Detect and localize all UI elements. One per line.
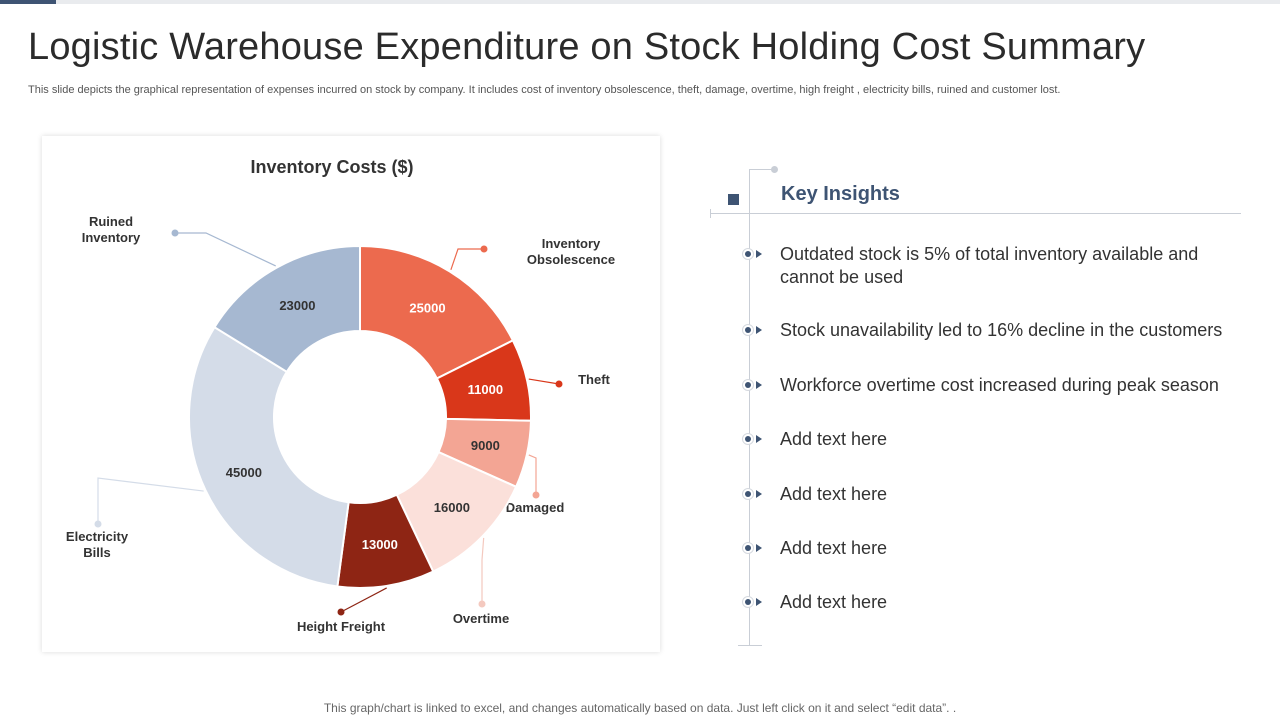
insight-text: Add text here — [780, 484, 888, 504]
donut-chart[interactable]: Inventory Costs ($)25000InventoryObsoles… — [42, 136, 660, 652]
category-label-height-freight: Height Freight — [297, 619, 386, 634]
leader-dot-damaged — [532, 491, 540, 499]
category-label-theft: Theft — [578, 372, 610, 387]
leader-dot-electricity-bills — [94, 520, 102, 528]
insights-title: Key Insights — [781, 183, 900, 205]
data-label-height-freight: 13000 — [362, 537, 398, 552]
bullet-arrow-icon — [740, 433, 762, 445]
leader-line-overtime — [481, 537, 485, 604]
insights-square-marker — [728, 194, 739, 205]
insight-text: Stock unavailability led to 16% decline … — [780, 320, 1223, 340]
category-label-electricity-bills: Bills — [83, 545, 110, 560]
leader-line-damaged — [528, 454, 537, 495]
timeline-top-dot — [771, 166, 778, 173]
category-label-ruined-inventory: Inventory — [82, 230, 141, 245]
leader-line-electricity-bills — [97, 477, 204, 524]
top-accent-bar — [0, 0, 56, 4]
bullet-arrow-icon — [740, 248, 762, 260]
data-label-ruined-inventory: 23000 — [279, 298, 315, 313]
data-label-inventory-obsolescence: 25000 — [409, 301, 445, 316]
chart-card[interactable]: Inventory Costs ($) 25000 Inventory Obsoles… — [42, 136, 660, 652]
leader-line-theft — [528, 378, 560, 385]
bullet-arrow-icon — [740, 379, 762, 391]
donut-slice-inventory-obsolescence[interactable] — [359, 244, 515, 380]
footer-note: This graph/chart is linked to excel, and… — [323, 701, 957, 715]
data-label-theft: 11000 — [468, 382, 503, 397]
timeline-foot — [738, 645, 762, 646]
bullet-arrow-icon — [740, 596, 762, 608]
leader-dot-ruined-inventory — [171, 229, 179, 237]
bullet-arrow-icon — [740, 488, 762, 500]
insight-text: Outdated stock is 5% of total inventory … — [780, 244, 1199, 287]
bullet-arrow-icon — [740, 324, 762, 336]
donut-slice-electricity-bills[interactable] — [188, 325, 350, 588]
category-label-electricity-bills: Electricity — [66, 529, 129, 544]
category-label-damaged: Damaged — [506, 500, 565, 515]
chart-title: Inventory Costs ($) — [250, 157, 413, 177]
timeline-top-connector — [749, 169, 775, 170]
page-title: Logistic Warehouse Expenditure on Stock … — [28, 26, 1146, 68]
insight-text: Add text here — [780, 592, 888, 612]
leader-dot-theft — [555, 380, 563, 388]
top-rule — [0, 0, 1280, 4]
leader-dot-inventory-obsolescence — [480, 245, 488, 253]
donut-slice-ruined-inventory[interactable] — [213, 244, 361, 374]
insight-text: Add text here — [780, 538, 888, 558]
leader-line-height-freight — [340, 587, 387, 613]
leader-dot-overtime — [478, 600, 486, 608]
bullet-arrow-icon — [740, 542, 762, 554]
leader-line-inventory-obsolescence — [450, 248, 484, 270]
leader-dot-height-freight — [337, 608, 345, 616]
leader-line-ruined-inventory — [175, 232, 276, 267]
category-label-overtime: Overtime — [453, 611, 509, 626]
page-subtitle: This slide depicts the graphical represe… — [28, 84, 1061, 96]
insight-text: Workforce overtime cost increased during… — [780, 375, 1219, 395]
category-label-inventory-obsolescence: Obsolescence — [527, 252, 615, 267]
data-label-damaged: 9000 — [471, 438, 500, 453]
category-label-ruined-inventory: Ruined — [89, 214, 133, 229]
data-label-electricity-bills: 45000 — [226, 465, 262, 480]
data-label-overtime: 16000 — [434, 500, 470, 515]
category-label-inventory-obsolescence: Inventory — [542, 236, 601, 251]
timeline-vertical-line — [749, 170, 750, 646]
insights-rule — [710, 213, 1241, 214]
insight-text: Add text here — [780, 429, 888, 449]
